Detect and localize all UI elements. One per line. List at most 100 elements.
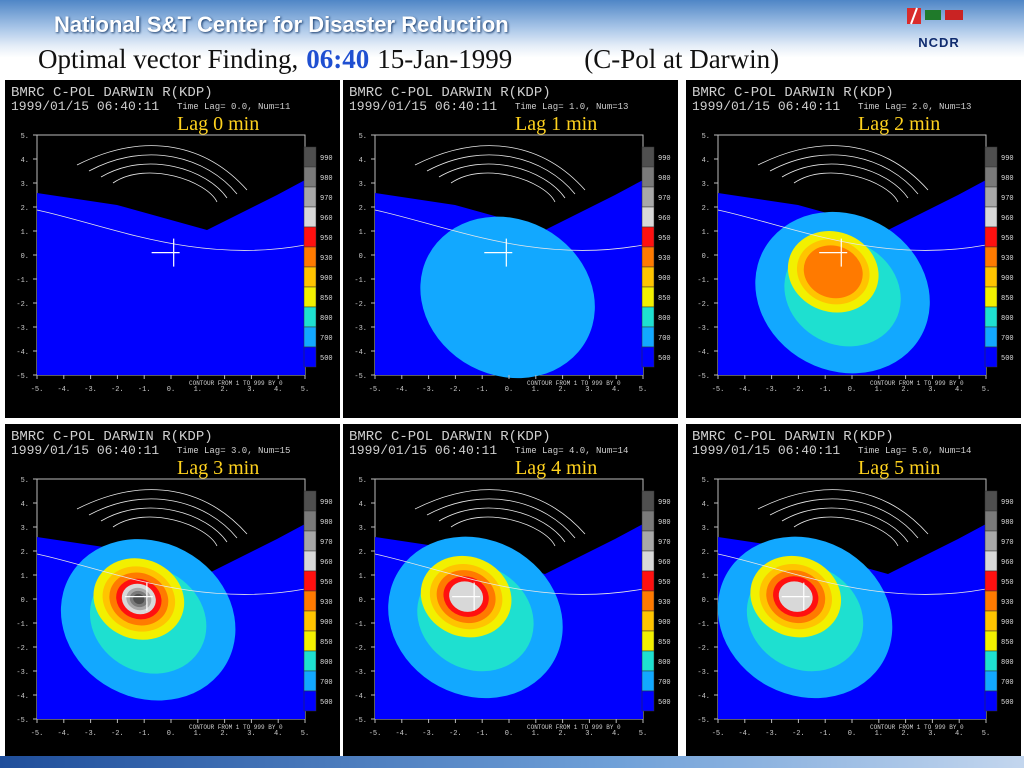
colorbar-label: 990 — [1001, 499, 1014, 507]
y-tick-label: -3. — [697, 669, 710, 677]
y-tick-label: 2. — [21, 549, 29, 557]
colorbar-swatch — [641, 490, 655, 512]
x-tick-label: 5. — [982, 730, 990, 738]
title-suffix: (C-Pol at Darwin) — [584, 44, 780, 74]
y-tick-label: -3. — [16, 669, 29, 677]
x-tick-label: 3. — [247, 730, 255, 738]
contour-note: CONTOUR FROM 1 TO 999 BY 0 — [189, 724, 283, 731]
x-tick-label: -2. — [111, 386, 124, 394]
panel-meta: Time Lag= 3.0, Num=15 — [177, 446, 291, 456]
x-tick-label: 4. — [274, 730, 282, 738]
colorbar-label: 500 — [320, 355, 333, 363]
x-tick-label: -2. — [449, 730, 462, 738]
radar-panel: -5. -4. -3. -2. -1. 0. 1. 2. 3. 4. 5. 5. 4. 3. 2. 1. 0. -… — [5, 424, 340, 762]
x-tick-label: -5. — [31, 730, 44, 738]
contour-note: CONTOUR FROM 1 TO 999 BY 0 — [870, 724, 964, 731]
y-tick-label: 0. — [702, 253, 710, 261]
x-tick-label: -3. — [422, 386, 435, 394]
colorbar-swatch — [303, 550, 317, 572]
colorbar-swatch — [984, 490, 998, 512]
colorbar-label: 930 — [320, 255, 333, 263]
colorbar-label: 700 — [320, 679, 333, 687]
contour-line — [100, 507, 228, 543]
lag-label: Lag 0 min — [177, 113, 260, 135]
colorbar-label: 990 — [320, 499, 333, 507]
x-tick-label: 5. — [639, 730, 647, 738]
colorbar-label: 960 — [658, 559, 671, 567]
contour-line — [414, 145, 586, 191]
colorbar-swatch — [984, 670, 998, 692]
colorbar-label: 990 — [658, 155, 671, 163]
contour-line — [769, 154, 919, 195]
y-tick-label: -3. — [354, 325, 367, 333]
x-tick-label: 1. — [194, 730, 202, 738]
colorbar-label: 980 — [658, 519, 671, 527]
colorbar-label: 950 — [320, 579, 333, 587]
colorbar-label: 970 — [1001, 539, 1014, 547]
radar-panel: -5. -4. -3. -2. -1. 0. 1. 2. 3. 4. 5. 5. 4. 3. 2. 1. 0. -… — [686, 424, 1021, 762]
colorbar-swatch — [641, 550, 655, 572]
contour-line — [757, 489, 929, 535]
colorbar-label: 800 — [1001, 315, 1014, 323]
contour-line — [438, 163, 566, 199]
radar-plot: -5. -4. -3. -2. -1. 0. 1. 2. 3. 4. 5. 5. 4. 3. 2. 1. 0. -… — [354, 477, 671, 738]
x-tick-label: -1. — [819, 386, 832, 394]
colorbar-swatch — [984, 530, 998, 552]
y-tick-label: 0. — [359, 253, 367, 261]
colorbar-label: 850 — [658, 639, 671, 647]
radar-plot: -5. -4. -3. -2. -1. 0. 1. 2. 3. 4. 5. 5. 4. 3. 2. 1. 0. -… — [697, 477, 1014, 738]
colorbar-label: 850 — [658, 295, 671, 303]
colorbar-label: 800 — [658, 659, 671, 667]
contour-line — [112, 172, 218, 203]
contour-line — [414, 489, 586, 535]
colorbar-swatch — [641, 226, 655, 248]
x-tick-label: 1. — [875, 730, 883, 738]
y-tick-label: 3. — [359, 525, 367, 533]
contour-line — [450, 172, 556, 203]
colorbar-label: 800 — [320, 315, 333, 323]
x-tick-label: 1. — [532, 386, 540, 394]
x-tick-label: 4. — [612, 730, 620, 738]
y-tick-label: 2. — [21, 205, 29, 213]
colorbar-label: 900 — [658, 619, 671, 627]
colorbar-label: 850 — [320, 295, 333, 303]
colorbar-swatch — [641, 186, 655, 208]
colorbar-label: 800 — [1001, 659, 1014, 667]
x-tick-label: -1. — [476, 386, 489, 394]
contour-line — [781, 163, 909, 199]
colorbar-label: 950 — [320, 235, 333, 243]
panel-meta: Time Lag= 1.0, Num=13 — [515, 102, 629, 112]
radar-panel: -5. -4. -3. -2. -1. 0. 1. 2. 3. 4. 5. 5. 4. 3. 2. 1. 0. -… — [343, 80, 678, 418]
colorbar-label: 700 — [320, 335, 333, 343]
x-tick-label: -5. — [369, 730, 382, 738]
x-tick-label: 3. — [928, 386, 936, 394]
contour-line — [757, 145, 929, 191]
panel-datetime: 1999/01/15 06:40:11 — [11, 99, 160, 114]
colorbar-label: 960 — [1001, 215, 1014, 223]
radar-plot: -5. -4. -3. -2. -1. 0. 1. 2. 3. 4. 5. 5. 4. 3. 2. 1. 0. -… — [354, 133, 671, 394]
contour-line — [112, 516, 218, 547]
colorbar-swatch — [641, 266, 655, 288]
x-tick-label: -3. — [422, 730, 435, 738]
y-tick-label: 3. — [21, 525, 29, 533]
colorbar-label: 900 — [658, 275, 671, 283]
x-tick-label: 1. — [875, 386, 883, 394]
x-tick-label: -3. — [84, 386, 97, 394]
colorbar-label: 850 — [320, 639, 333, 647]
colorbar-swatch — [984, 306, 998, 328]
y-tick-label: 5. — [702, 133, 710, 141]
colorbar-label: 700 — [1001, 679, 1014, 687]
colorbar-label: 930 — [1001, 599, 1014, 607]
y-tick-label: 1. — [702, 229, 710, 237]
colorbar-swatch — [303, 206, 317, 228]
x-tick-label: 0. — [848, 386, 856, 394]
colorbar-swatch — [303, 670, 317, 692]
radar-panel: -5. -4. -3. -2. -1. 0. 1. 2. 3. 4. 5. 5. 4. 3. 2. 1. 0. -… — [5, 80, 340, 418]
y-tick-label: 4. — [359, 501, 367, 509]
colorbar-label: 700 — [658, 679, 671, 687]
colorbar-label: 970 — [658, 195, 671, 203]
y-tick-label: -2. — [697, 301, 710, 309]
radar-panel: -5. -4. -3. -2. -1. 0. 1. 2. 3. 4. 5. 5. 4. 3. 2. 1. 0. -… — [343, 424, 678, 762]
colorbar-swatch — [303, 610, 317, 632]
panel-datetime: 1999/01/15 06:40:11 — [692, 99, 841, 114]
